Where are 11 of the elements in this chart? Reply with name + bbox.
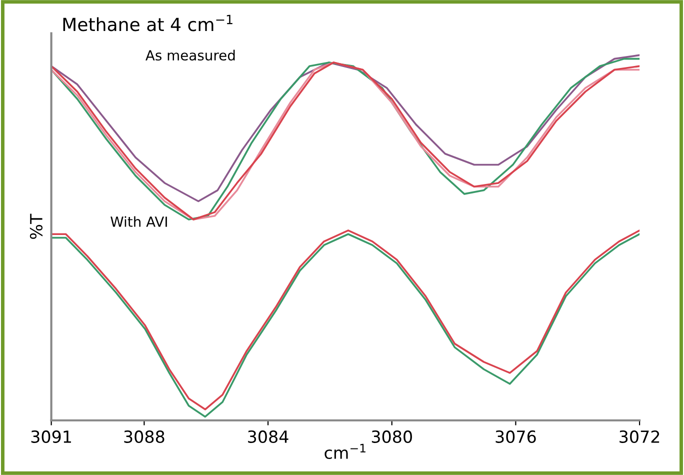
x-tick-label: 3072 bbox=[620, 430, 660, 443]
x-axis-title: cm$^{−1}$ bbox=[324, 444, 366, 460]
x-tick-label: 3076 bbox=[496, 430, 536, 443]
x-tick-label: 3091 bbox=[31, 430, 71, 443]
x-tick-label: 3084 bbox=[248, 430, 288, 443]
annotation: With AVI bbox=[110, 216, 167, 227]
y-axis-title: %T bbox=[30, 214, 43, 239]
x-tick-label: 3080 bbox=[372, 430, 412, 443]
annotation: As measured bbox=[146, 50, 235, 61]
x-tick-label: 3088 bbox=[124, 430, 164, 443]
chart-title: Methane at 4 cm$^{−1}$ bbox=[63, 14, 232, 32]
